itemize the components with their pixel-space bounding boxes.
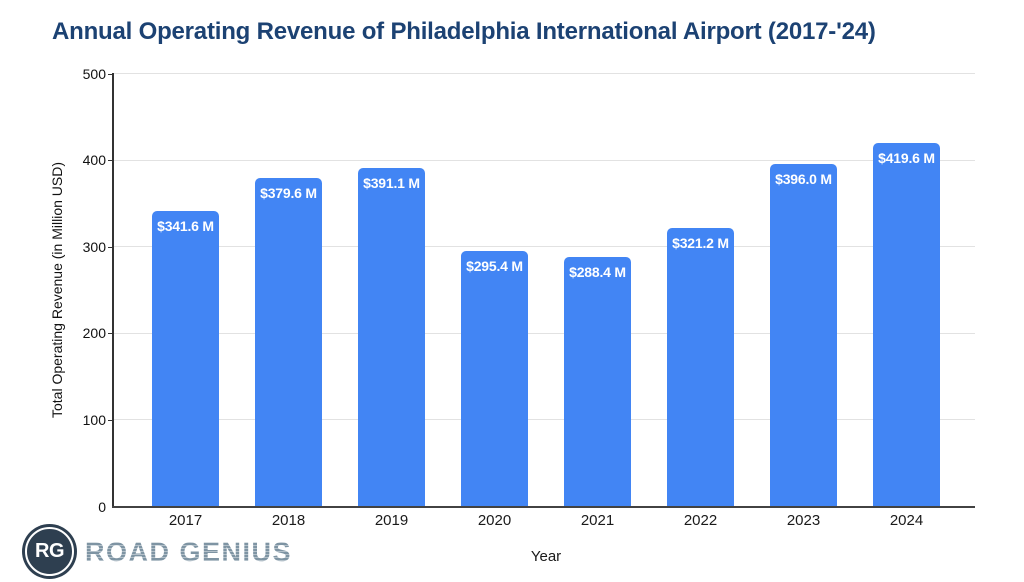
bar-value-label-2023: $396.0 M [775,170,832,187]
y-tick-mark-400 [108,160,113,162]
gridline-500 [113,73,975,74]
bar-value-label-2024: $419.6 M [878,150,935,167]
x-axis-line [112,506,975,508]
y-tick-label-0: 0 [98,498,106,515]
x-tick-label-2017: 2017 [168,512,203,529]
x-tick-label-2023: 2023 [786,512,821,529]
x-tick-label-2021: 2021 [580,512,615,529]
x-tick-label-2024: 2024 [889,512,924,529]
y-tick-label-400: 400 [82,152,106,169]
bar-2024: $419.6 M [873,143,940,507]
gridline-400 [113,159,975,161]
x-tick-label-2019: 2019 [374,512,409,529]
logo-ring: RG [25,527,74,576]
bar-value-label-2017: $341.6 M [157,217,214,234]
y-tick-mark-300 [108,246,113,248]
chart-title: Annual Operating Revenue of Philadelphia… [52,18,876,45]
road-genius-logo: RG [22,524,77,579]
gridline-200 [113,332,975,334]
y-tick-mark-100 [108,419,113,421]
bar-value-label-2021: $288.4 M [569,263,626,280]
y-axis-line [112,73,114,507]
logo-monogram: RG [35,540,65,562]
y-axis-title: Total Operating Revenue (in Million USD) [49,162,65,418]
logo-wordmark: ROAD GENIUS [85,537,293,567]
bar-2022: $321.2 M [667,228,734,507]
bar-value-label-2022: $321.2 M [672,235,729,252]
bar-2019: $391.1 M [358,167,425,507]
y-tick-mark-200 [108,333,113,335]
y-tick-label-200: 200 [82,325,106,342]
x-tick-label-2020: 2020 [477,512,512,529]
bar-2017: $341.6 M [152,210,219,507]
bar-value-label-2019: $391.1 M [363,174,420,191]
x-axis-title: Year [530,548,562,565]
bar-2020: $295.4 M [461,250,528,507]
bar-2021: $288.4 M [564,256,631,507]
y-tick-label-100: 100 [82,411,106,428]
gridline-300 [113,246,975,248]
y-tick-mark-500 [108,73,113,75]
x-tick-label-2022: 2022 [683,512,718,529]
y-tick-label-500: 500 [82,65,106,82]
gridline-100 [113,419,975,421]
bar-2023: $396.0 M [770,163,837,507]
bar-2018: $379.6 M [255,177,322,507]
y-tick-label-300: 300 [82,238,106,255]
x-tick-label-2018: 2018 [271,512,306,529]
bar-value-label-2018: $379.6 M [260,184,317,201]
bar-value-label-2020: $295.4 M [466,257,523,274]
